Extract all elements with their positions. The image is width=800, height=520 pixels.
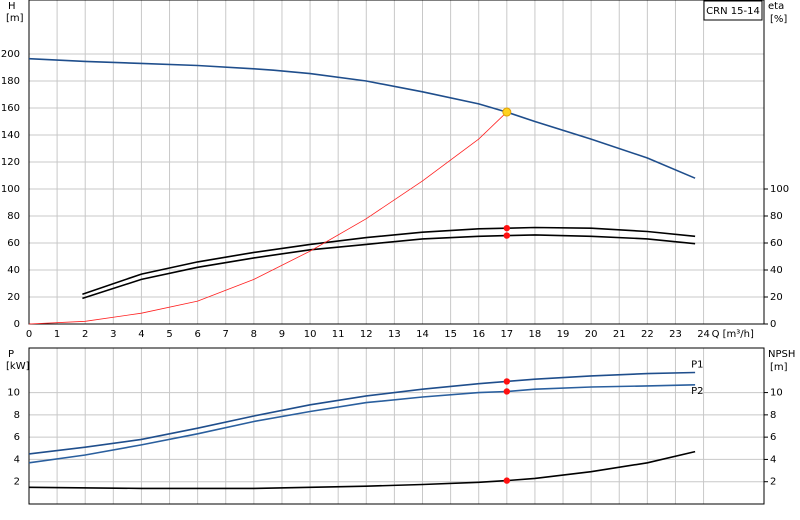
x-tick-label: 21 <box>613 329 626 340</box>
y2-tick-label: 20 <box>770 292 783 303</box>
y-tick-label: 6 <box>14 432 20 443</box>
x-tick-label: 4 <box>138 329 144 340</box>
y2-tick-label: 60 <box>770 238 783 249</box>
y-tick-label: 140 <box>1 130 20 141</box>
duty-point <box>503 224 511 232</box>
duty-point <box>503 378 511 385</box>
curve <box>82 226 696 296</box>
curve <box>28 111 508 325</box>
y-tick-label: 40 <box>7 265 20 276</box>
x-tick-label: 17 <box>500 329 513 340</box>
y-tick-label: 10 <box>7 388 20 399</box>
y2-tick-label: 2 <box>770 477 776 488</box>
x-label: Q [m³/h] <box>712 329 754 340</box>
y-tick-label: 80 <box>7 211 20 222</box>
y2-tick-label: 0 <box>770 319 776 330</box>
y-tick-label: 180 <box>1 76 20 87</box>
x-tick-label: 20 <box>585 329 598 340</box>
y-tick-label: 160 <box>1 103 20 114</box>
x-tick-label: 8 <box>251 329 257 340</box>
y-tick-label: 100 <box>1 184 20 195</box>
x-tick-label: 12 <box>360 329 373 340</box>
y2-tick-label: 80 <box>770 211 783 222</box>
x-tick-label: 11 <box>332 329 345 340</box>
x-tick-label: 13 <box>388 329 401 340</box>
duty-point <box>503 477 511 484</box>
x-tick-label: 6 <box>194 329 200 340</box>
y2-label: NPSH <box>768 349 795 360</box>
y-unit: [m] <box>6 13 24 24</box>
curve <box>28 57 696 179</box>
y2-tick-label: 40 <box>770 265 783 276</box>
series-label: P2 <box>691 386 703 397</box>
y-label: P <box>8 349 14 360</box>
x-tick-label: 5 <box>166 329 172 340</box>
y-unit: [kW] <box>6 361 30 372</box>
y-tick-label: 60 <box>7 238 20 249</box>
x-tick-label: 23 <box>669 329 682 340</box>
y2-unit: [%] <box>770 14 787 25</box>
curve <box>28 371 696 455</box>
y-tick-label: 2 <box>14 477 20 488</box>
y-tick-label: 8 <box>14 410 20 421</box>
duty-point <box>503 388 511 395</box>
x-tick-label: 2 <box>82 329 88 340</box>
y2-unit: [m] <box>770 362 788 373</box>
curve <box>28 450 696 490</box>
plot-frame <box>28 0 765 325</box>
x-tick-label: 1 <box>54 329 60 340</box>
y2-tick-label: 10 <box>770 388 783 399</box>
y2-tick-label: 8 <box>770 410 776 421</box>
y2-tick-label: 4 <box>770 454 776 465</box>
curve <box>28 384 696 464</box>
y-label: H <box>8 1 16 12</box>
x-tick-label: 19 <box>557 329 570 340</box>
plot-frame <box>28 347 765 505</box>
curve <box>82 234 696 300</box>
x-tick-label: 15 <box>444 329 457 340</box>
x-tick-label: 22 <box>641 329 654 340</box>
y-tick-label: 0 <box>14 319 20 330</box>
y-tick-label: 200 <box>1 49 20 60</box>
chart-title: CRN 15-14 <box>706 6 760 17</box>
x-tick-label: 18 <box>529 329 542 340</box>
duty-point <box>503 232 511 239</box>
series-label: P1 <box>691 360 703 371</box>
y2-label: eta <box>768 1 784 12</box>
y-tick-label: 4 <box>14 454 20 465</box>
y2-tick-label: 6 <box>770 432 776 443</box>
x-tick-label: 16 <box>472 329 485 340</box>
x-tick-label: 24 <box>697 329 710 340</box>
x-tick-label: 10 <box>304 329 317 340</box>
x-tick-label: 3 <box>110 329 116 340</box>
y-tick-label: 20 <box>7 292 20 303</box>
duty-point <box>502 107 512 117</box>
y2-tick-label: 100 <box>770 184 789 195</box>
x-tick-label: 9 <box>279 329 285 340</box>
title-box <box>703 0 763 21</box>
y-tick-label: 120 <box>1 157 20 168</box>
x-tick-label: 0 <box>26 329 32 340</box>
x-tick-label: 14 <box>416 329 429 340</box>
x-tick-label: 7 <box>223 329 229 340</box>
